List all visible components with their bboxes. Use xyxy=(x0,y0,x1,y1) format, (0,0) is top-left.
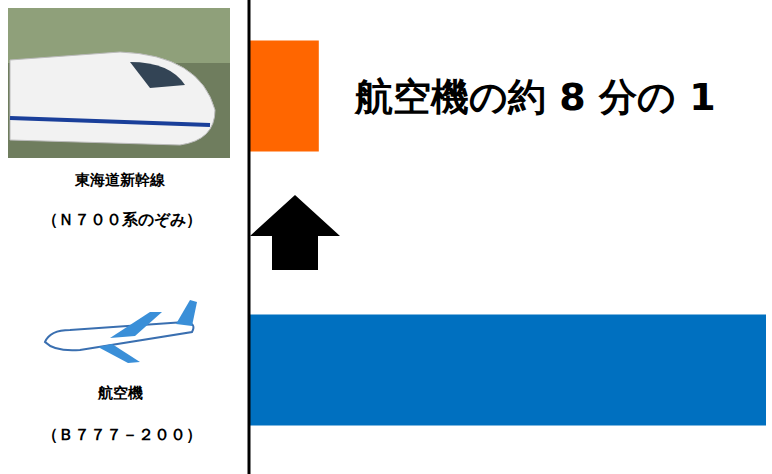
train-window xyxy=(130,62,185,88)
photo-ground xyxy=(8,8,230,158)
bar xyxy=(250,41,319,152)
axis-line xyxy=(248,0,251,474)
plane-tail xyxy=(176,300,197,326)
train-body xyxy=(10,52,215,145)
bar xyxy=(250,315,766,426)
category-label: 東海道新幹線 xyxy=(74,171,166,189)
bars xyxy=(250,41,766,426)
arrow xyxy=(250,195,340,270)
category-labels: 東海道新幹線 （Ｎ７００系のぞみ） 航空機 （Ｂ７７７－２００） xyxy=(42,171,202,444)
train-stripe xyxy=(10,118,210,125)
category-label: 航空機 xyxy=(97,384,143,402)
plane-icon xyxy=(45,300,197,363)
train-picture xyxy=(8,8,230,158)
chart: 東海道新幹線 （Ｎ７００系のぞみ） 航空機 （Ｂ７７７－２００） 航空機の約 8 分の … xyxy=(0,0,772,474)
category-note: （Ｎ７００系のぞみ） xyxy=(42,210,202,229)
plane-wing xyxy=(98,344,140,363)
category-note: （Ｂ７７７－２００） xyxy=(42,425,202,444)
annotation: 航空機の約 8 分の 1 xyxy=(354,75,716,119)
plane-wing xyxy=(110,312,162,338)
